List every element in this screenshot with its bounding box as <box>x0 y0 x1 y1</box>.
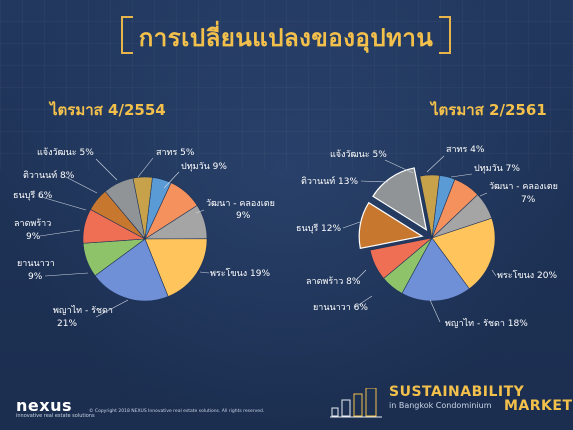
pie-slice-4 <box>401 237 470 302</box>
label-phrakhanong-right: พระโขนง 20% <box>497 270 557 281</box>
label-tiwanon-right: ติวานนท์ 13% <box>301 175 359 187</box>
leader-line-16 <box>355 269 367 281</box>
leader-line-15 <box>353 295 373 309</box>
nexus-tagline: innovative real estate solutions <box>16 413 95 419</box>
leader-line-10 <box>426 155 445 173</box>
pie-left <box>82 176 208 302</box>
label-phayathai-left: พญาไท - รัชดา <box>53 305 113 316</box>
nexus-logo: nexus <box>16 396 72 415</box>
label-chaengwattana-right: แจ้งวัฒนะ 5% <box>330 149 387 160</box>
label-sathorn-left: สาทร 5% <box>156 148 195 158</box>
pie-slice-3 <box>431 217 496 290</box>
label-chaengwattana-left: แจ้งวัฒนะ 5% <box>37 147 94 158</box>
copyright-text: © Copyright 2018 NEXUS Innovative real e… <box>89 409 265 414</box>
leader-line-3 <box>199 271 210 274</box>
sustainability-title: SUSTAINABILITY <box>389 384 525 400</box>
label-yannawa-pct-left: 9% <box>28 272 43 282</box>
label-wattana-pct-left: 9% <box>236 211 251 221</box>
leader-lines <box>37 155 497 323</box>
title-frame: การเปลี่ยนแปลงของอุปทาน <box>121 14 451 54</box>
buildings-icon <box>330 388 382 418</box>
page-title: การเปลี่ยนแปลงของอุปทาน <box>138 24 434 52</box>
label-yannawa-left: ยานนาวา <box>17 259 55 269</box>
title-bracket-left <box>121 16 133 54</box>
label-thonburi-right: ธนบุรี 12% <box>296 223 342 234</box>
label-phrakhanong-left: พระโขนง 19% <box>210 268 270 279</box>
chart-title-left: ไตรมาส 4/2554 <box>50 101 166 119</box>
label-tiwanon-left: ติวานนท์ 8% <box>23 169 75 181</box>
labels-left: สาทร 5% ปทุมวัน 9% วัฒนา - คลองเตย 9% พร… <box>13 147 275 329</box>
label-wattana-left: วัฒนา - คลองเตย <box>206 199 275 209</box>
title-bracket-right <box>439 16 451 54</box>
pie-slice-7 <box>358 201 424 250</box>
leader-line-14 <box>429 299 441 323</box>
leader-line-12 <box>479 192 488 197</box>
pie-slice-6 <box>369 237 433 279</box>
leader-line-0 <box>137 157 154 178</box>
label-pathumwan-right: ปทุมวัน 7% <box>474 164 520 174</box>
pie-slice-8 <box>372 167 428 232</box>
chart-title-right: ไตรมาส 2/2561 <box>431 101 547 119</box>
leader-line-17 <box>342 221 361 229</box>
leader-line-11 <box>450 173 473 178</box>
label-phayathai-pct-left: 21% <box>57 319 77 329</box>
label-yannawa-right: ยานนาวา 6% <box>313 303 368 313</box>
label-pathumwan-left: ปทุมวัน 9% <box>181 162 227 172</box>
leader-line-18 <box>360 180 389 183</box>
pie-slice-9 <box>132 176 153 240</box>
leader-line-7 <box>37 195 87 211</box>
leader-line-5 <box>44 272 89 277</box>
pie-slice-4 <box>94 238 169 302</box>
label-ladprao-right: ลาดพร้าว 8% <box>306 276 361 287</box>
pie-right <box>358 167 496 302</box>
sustainability-subtitle: in Bangkok Condominium <box>389 401 492 410</box>
market-title: MARKET <box>504 398 573 414</box>
leader-line-2 <box>195 209 205 214</box>
label-wattana-pct-right: 7% <box>521 195 536 205</box>
leader-line-6 <box>39 229 81 237</box>
leader-line-13 <box>491 269 497 277</box>
leader-line-8 <box>63 175 98 194</box>
label-ladprao-left: ลาดพร้าว <box>14 218 51 229</box>
label-phayathai-right: พญาไท - รัชดา 18% <box>445 318 528 329</box>
pie-slice-3 <box>144 238 208 297</box>
label-wattana-right: วัฒนา - คลองเตย <box>489 182 558 192</box>
leader-line-9 <box>95 158 118 181</box>
pie-slice-9 <box>419 174 440 239</box>
leader-line-19 <box>384 159 414 174</box>
background-grid <box>0 0 573 170</box>
label-ladprao-pct-left: 9% <box>26 232 41 242</box>
labels-right: สาทร 4% ปทุมวัน 7% วัฒนา - คลองเตย 7% พร… <box>296 145 558 329</box>
label-thonburi-left: ธนบุรี 6% <box>13 190 53 201</box>
leader-line-1 <box>163 171 180 189</box>
leader-line-4 <box>95 299 129 318</box>
label-sathorn-right: สาทร 4% <box>446 145 485 155</box>
